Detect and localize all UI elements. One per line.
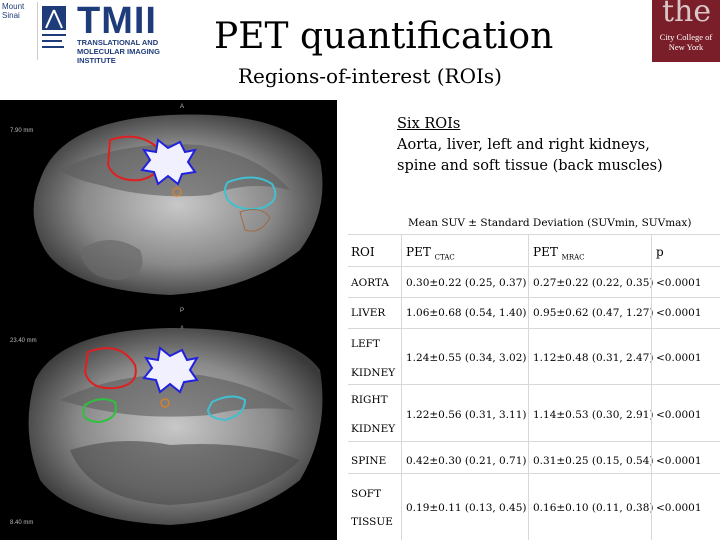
left-kidney-roi-bottom bbox=[81, 398, 117, 424]
roi-line-2: spine and soft tissue (back muscles) bbox=[397, 158, 663, 174]
table-row: LIVER 1.06±0.68 (0.54, 1.40) 0.95±0.62 (… bbox=[348, 297, 720, 329]
tmii-logo-title: TMII bbox=[77, 0, 157, 42]
roi-heading: Six ROIs bbox=[397, 116, 461, 132]
nyu-emblem-icon bbox=[42, 6, 66, 48]
row-ctac: 1.22±0.56 (0.31, 3.11) bbox=[406, 409, 527, 421]
slide-subtitle: Regions-of-interest (ROIs) bbox=[238, 64, 502, 88]
row-mrac: 1.12±0.48 (0.31, 2.47) bbox=[533, 352, 654, 364]
top-body-outline bbox=[33, 114, 323, 295]
spine-roi-top bbox=[140, 138, 197, 186]
table-header-row: ROI PET CTAC PET MRAC p bbox=[348, 234, 720, 267]
row-roi: LIVER bbox=[351, 307, 386, 319]
tmii-logo-subtitle: TRANSLATIONAL AND MOLECULAR IMAGING INST… bbox=[77, 38, 160, 65]
liver-roi-bottom bbox=[83, 347, 137, 390]
table-divider bbox=[651, 234, 652, 540]
row-ctac: 0.19±0.11 (0.13, 0.45) bbox=[406, 502, 527, 514]
ccny-logo-the: the bbox=[662, 0, 712, 29]
row-p: <0.0001 bbox=[656, 409, 702, 421]
bottom-scale-label: 8.40 mm bbox=[10, 520, 33, 526]
row-roi: AORTA bbox=[351, 277, 389, 289]
ccny-logo: the City College of New York bbox=[652, 0, 720, 62]
row-mrac: 1.14±0.53 (0.30, 2.91) bbox=[533, 409, 654, 421]
suv-table: ROI PET CTAC PET MRAC p AORTA 0.30±0.22 … bbox=[348, 204, 720, 540]
aorta-roi-bottom bbox=[160, 398, 170, 408]
row-roi-line2: KIDNEY bbox=[351, 367, 396, 379]
row-roi: SOFT bbox=[351, 488, 382, 500]
header-mrac: PET MRAC bbox=[533, 245, 585, 261]
table-divider bbox=[401, 234, 402, 540]
right-kidney-roi-top bbox=[224, 176, 277, 210]
row-roi: LEFT bbox=[351, 338, 380, 350]
table-row: SPINE 0.42±0.30 (0.21, 0.71) 0.31±0.25 (… bbox=[348, 441, 720, 474]
table-row: RIGHT KIDNEY 1.22±0.56 (0.31, 3.11) 1.14… bbox=[348, 384, 720, 442]
mount-sinai-logo: Mount Sinai bbox=[0, 0, 34, 30]
row-ctac: 1.24±0.55 (0.34, 3.02) bbox=[406, 352, 527, 364]
row-mrac: 0.31±0.25 (0.15, 0.54) bbox=[533, 455, 654, 467]
right-kidney-roi-bottom bbox=[206, 395, 247, 422]
row-p: <0.0001 bbox=[656, 307, 702, 319]
header-ctac-sub: CTAC bbox=[434, 253, 455, 262]
row-p: <0.0001 bbox=[656, 277, 702, 289]
mount-sinai-logo-text: Mount Sinai bbox=[2, 2, 25, 20]
institution-logos: Mount Sinai TMII TRANSLATIONAL AND MOLEC… bbox=[0, 0, 215, 65]
bottom-slice: 8.40 mm bbox=[10, 328, 323, 526]
header-ctac-base: PET bbox=[406, 245, 431, 259]
row-ctac: 1.06±0.68 (0.54, 1.40) bbox=[406, 307, 527, 319]
roi-description: Six ROIs Aorta, liver, left and right ki… bbox=[397, 114, 663, 177]
mid-label-p: P bbox=[180, 308, 184, 314]
header-mrac-sub: MRAC bbox=[561, 253, 585, 262]
table-row: SOFT TISSUE 0.19±0.11 (0.13, 0.45) 0.16±… bbox=[348, 473, 720, 541]
row-mrac: 0.16±0.10 (0.11, 0.38) bbox=[533, 502, 654, 514]
row-p: <0.0001 bbox=[656, 455, 702, 467]
aorta-roi-top bbox=[172, 187, 182, 197]
row-roi: RIGHT bbox=[351, 394, 388, 406]
top-label-a: A bbox=[180, 104, 184, 110]
mid-scale-label: 23.40 mm bbox=[10, 338, 37, 344]
spine-roi-bottom bbox=[142, 346, 199, 394]
nyu-logo bbox=[37, 2, 70, 60]
table-divider bbox=[528, 234, 529, 540]
row-roi-line2: KIDNEY bbox=[351, 423, 396, 435]
table-caption: Mean SUV ± Standard Deviation (SUVmin, S… bbox=[408, 217, 692, 229]
slide-title: PET quantification bbox=[214, 16, 554, 57]
header-p: p bbox=[656, 245, 664, 259]
row-mrac: 0.95±0.62 (0.47, 1.27) bbox=[533, 307, 654, 319]
roi-line-1: Aorta, liver, left and right kidneys, bbox=[397, 137, 650, 153]
row-ctac: 0.30±0.22 (0.25, 0.37) bbox=[406, 277, 527, 289]
row-p: <0.0001 bbox=[656, 502, 702, 514]
table-row: LEFT KIDNEY 1.24±0.55 (0.34, 3.02) 1.12±… bbox=[348, 328, 720, 385]
pet-scan-images: A 7.90 mm P A 23.40 mm 8.40 mm bbox=[0, 100, 337, 540]
header-mrac-base: PET bbox=[533, 245, 558, 259]
ccny-logo-name: City College of New York bbox=[659, 32, 713, 52]
row-ctac: 0.42±0.30 (0.21, 0.71) bbox=[406, 455, 527, 467]
top-scale-label: 7.90 mm bbox=[10, 128, 33, 134]
scan-svg: A 7.90 mm P A 23.40 mm 8.40 mm bbox=[10, 104, 323, 526]
header-roi: ROI bbox=[351, 245, 375, 259]
top-slice: A 7.90 mm bbox=[10, 104, 323, 295]
row-roi: SPINE bbox=[351, 455, 387, 467]
row-p: <0.0001 bbox=[656, 352, 702, 364]
row-mrac: 0.27±0.22 (0.22, 0.35) bbox=[533, 277, 654, 289]
header-ctac: PET CTAC bbox=[406, 245, 455, 261]
table-row: AORTA 0.30±0.22 (0.25, 0.37) 0.27±0.22 (… bbox=[348, 266, 720, 298]
row-roi-line2: TISSUE bbox=[351, 516, 393, 528]
